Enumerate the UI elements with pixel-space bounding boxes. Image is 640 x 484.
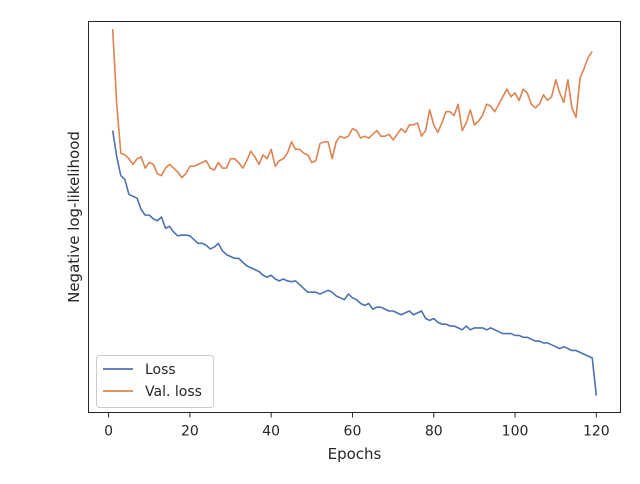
x-axis-ticks: 0 20 40 60 80 100 120 — [104, 412, 610, 440]
x-tick-label: 20 — [181, 424, 199, 440]
legend: Loss Val. loss — [96, 355, 214, 408]
x-tick-label: 80 — [425, 424, 443, 440]
x-tick-label: 120 — [583, 424, 610, 440]
x-tick-label: 0 — [104, 424, 113, 440]
series-lines — [111, 28, 598, 396]
plot-area-frame — [88, 21, 621, 413]
x-tick-label: 100 — [502, 424, 529, 440]
legend-label-val-loss: Val. loss — [145, 384, 202, 400]
x-tick-label: 40 — [262, 424, 280, 440]
series-line-loss — [111, 130, 598, 396]
legend-label-loss: Loss — [145, 362, 176, 378]
y-axis-label: Negative log-likelihood — [65, 131, 83, 303]
series-line-val-loss — [111, 28, 593, 179]
x-tick-label: 60 — [344, 424, 362, 440]
x-axis-label: Epochs — [328, 445, 382, 463]
